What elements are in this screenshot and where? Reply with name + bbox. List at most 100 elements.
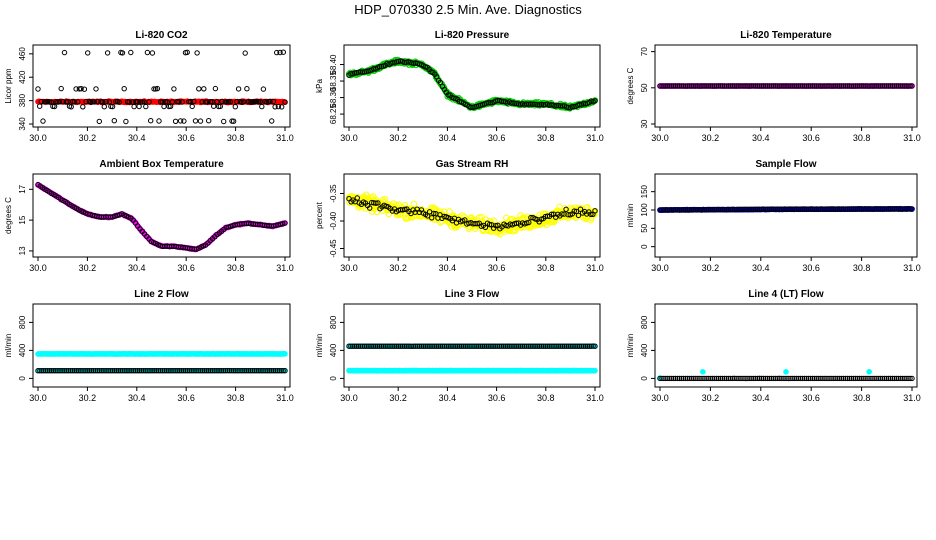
data-point (276, 368, 282, 374)
x-tick-label: 30.4 (128, 393, 146, 403)
y-tick-label: 50 (640, 83, 649, 92)
data-point (537, 343, 543, 349)
data-point (663, 375, 669, 382)
x-tick-label: 30.4 (439, 393, 457, 403)
data-point (141, 99, 147, 105)
data-point (573, 343, 579, 349)
data-point (482, 224, 489, 231)
x-tick-label: 30.0 (340, 393, 358, 403)
x-tick-label: 30.6 (177, 393, 195, 403)
data-point (548, 211, 555, 218)
data-point (669, 375, 675, 382)
data-point (571, 208, 577, 214)
data-point (909, 375, 915, 382)
data-point (68, 104, 74, 110)
data-point (267, 368, 273, 374)
data-point (485, 100, 491, 106)
chart-title: Line 4 (LT) Flow (748, 289, 824, 300)
data-point (561, 343, 568, 349)
x-tick-label: 30.2 (702, 263, 720, 273)
plot-frame (32, 44, 291, 128)
x-tick-label: 30.2 (79, 133, 97, 143)
data-point (201, 368, 208, 374)
y-tick-label: 400 (329, 343, 338, 357)
data-point (891, 83, 898, 89)
data-point (227, 99, 234, 105)
data-point (103, 99, 109, 105)
data-point (272, 104, 278, 110)
data-point (680, 83, 687, 89)
data-point (363, 343, 369, 349)
data-point (80, 104, 86, 110)
x-tick-label: 30.2 (702, 393, 720, 403)
data-point (365, 343, 371, 349)
data-point (680, 375, 687, 382)
data-point (817, 375, 823, 382)
y-tick-label: 800 (640, 315, 649, 329)
x-tick-label: 30.0 (29, 393, 47, 403)
data-point (422, 343, 428, 349)
data-point (274, 49, 280, 56)
x-tick-label: 30.0 (651, 393, 669, 403)
x-tick-label: 30.4 (439, 263, 457, 273)
data-point (527, 343, 533, 349)
data-point (798, 375, 804, 382)
data-point (369, 343, 375, 349)
data-point (116, 99, 122, 105)
data-point (212, 85, 219, 92)
x-tick-label: 31.0 (276, 263, 294, 273)
y-axis-label: degrees C (626, 67, 635, 104)
data-point (692, 375, 698, 382)
data-point (690, 83, 696, 89)
data-point (207, 99, 214, 105)
y-tick-label: 68.30 (329, 87, 338, 108)
data-point (222, 368, 229, 374)
data-point (788, 375, 794, 382)
x-tick-label: 30.8 (537, 133, 555, 143)
data-point (445, 92, 451, 98)
data-point (128, 49, 134, 56)
y-tick-label: 340 (18, 117, 27, 131)
data-point (192, 118, 199, 124)
data-point (111, 368, 118, 374)
data-point (175, 368, 181, 374)
data-point (146, 99, 152, 105)
data-point (786, 83, 792, 89)
data-point (571, 343, 577, 349)
data-point (764, 206, 771, 213)
y-tick-label: -0.45 (329, 239, 338, 258)
data-point (872, 375, 878, 382)
data-point (37, 368, 43, 374)
data-point (390, 343, 396, 349)
data-point (529, 343, 535, 349)
data-point (196, 86, 202, 92)
data-point (113, 368, 120, 374)
data-point (127, 368, 133, 374)
data-point (766, 375, 773, 382)
data-point (81, 368, 87, 374)
data-point (138, 99, 144, 105)
data-point (154, 85, 161, 92)
data-point (753, 83, 759, 89)
data-point (533, 343, 539, 349)
data-point (60, 99, 66, 105)
data-point (348, 71, 354, 77)
data-point (48, 368, 55, 374)
y-tick-label: -0.35 (329, 184, 338, 203)
data-point (381, 195, 389, 203)
data-point (102, 368, 108, 374)
data-point (225, 224, 232, 230)
data-point (451, 343, 457, 349)
data-point (224, 99, 230, 105)
data-point (226, 368, 233, 374)
data-point (38, 98, 44, 105)
data-point (582, 343, 589, 349)
data-point (144, 49, 151, 56)
data-point (352, 343, 358, 349)
y-tick-label: 68.35 (329, 70, 338, 91)
series-l2_high (35, 350, 288, 357)
y-tick-label: 150 (640, 184, 649, 198)
data-point (848, 375, 855, 382)
data-point (115, 368, 122, 374)
data-point (429, 215, 435, 221)
